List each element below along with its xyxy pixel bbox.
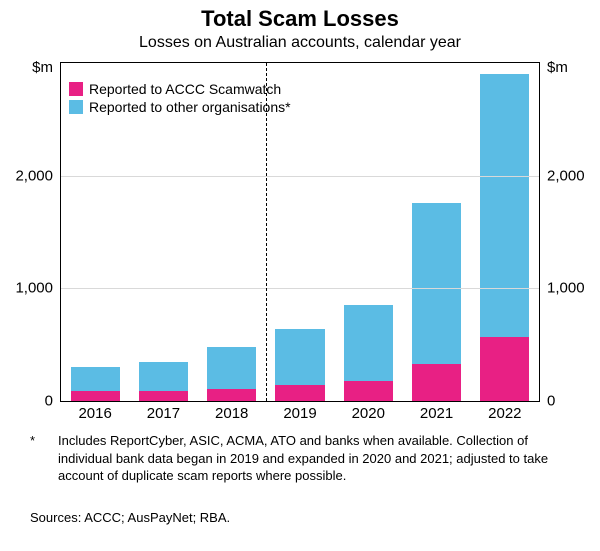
x-tick-label: 2021: [420, 405, 453, 422]
bar-segment-accc: [207, 389, 256, 401]
x-tick-label: 2017: [147, 405, 180, 422]
chart-title: Total Scam Losses: [0, 6, 600, 32]
bar-segment-other: [344, 305, 393, 380]
bar-column: [207, 347, 256, 401]
footnote: * Includes ReportCyber, ASIC, ACMA, ATO …: [30, 432, 580, 485]
footnote-symbol: *: [30, 432, 35, 450]
bar-column: [412, 203, 461, 401]
y-unit-left: $m: [3, 59, 53, 76]
bar-segment-other: [207, 347, 256, 389]
x-tick-label: 2019: [283, 405, 316, 422]
x-tick-label: 2020: [352, 405, 385, 422]
x-tick-label: 2022: [488, 405, 521, 422]
y-unit-right: $m: [547, 59, 597, 76]
chart-subtitle: Losses on Australian accounts, calendar …: [0, 34, 600, 52]
bar-segment-other: [71, 367, 120, 391]
x-tick-label: 2018: [215, 405, 248, 422]
bar-column: [480, 74, 529, 401]
plot-area: $m $m Reported to ACCC Scamwatch Reporte…: [60, 62, 540, 402]
y-tick-label: 2,000: [547, 167, 597, 184]
bar-segment-other: [412, 203, 461, 364]
bar-segment-other: [480, 74, 529, 337]
bar-column: [344, 305, 393, 401]
bar-column: [275, 329, 324, 401]
y-tick-label: 0: [547, 393, 597, 410]
bar-segment-other: [139, 362, 188, 390]
bar-segment-accc: [139, 391, 188, 401]
bar-segment-accc: [344, 381, 393, 401]
separator-line: [266, 63, 267, 401]
y-tick-label: 1,000: [3, 280, 53, 297]
bars-layer: [61, 63, 539, 401]
y-tick-label: 0: [3, 393, 53, 410]
y-tick-label: 1,000: [547, 280, 597, 297]
bar-segment-other: [275, 329, 324, 384]
footnote-text: Includes ReportCyber, ASIC, ACMA, ATO an…: [58, 432, 580, 485]
bar-segment-accc: [480, 337, 529, 401]
bar-column: [71, 367, 120, 401]
gridline: [61, 176, 539, 177]
bar-segment-accc: [71, 391, 120, 401]
bar-segment-accc: [412, 364, 461, 401]
gridline: [61, 288, 539, 289]
titles-block: Total Scam Losses Losses on Australian a…: [0, 0, 600, 52]
chart-container: Total Scam Losses Losses on Australian a…: [0, 0, 600, 551]
bar-segment-accc: [275, 385, 324, 401]
x-tick-label: 2016: [78, 405, 111, 422]
bar-column: [139, 362, 188, 401]
sources-line: Sources: ACCC; AusPayNet; RBA.: [30, 510, 230, 525]
y-tick-label: 2,000: [3, 167, 53, 184]
